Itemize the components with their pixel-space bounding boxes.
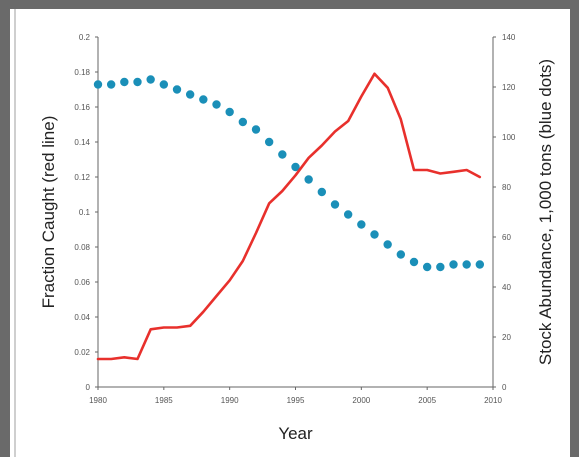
blue-dot-point bbox=[238, 117, 248, 127]
blue-dot-point bbox=[251, 125, 261, 134]
y-left-axis-title: Fraction Caught (red line) bbox=[39, 116, 58, 309]
chart-panel bbox=[10, 9, 570, 457]
x-tick-label: 2000 bbox=[352, 396, 370, 405]
y-right-tick-label: 40 bbox=[502, 283, 511, 292]
y-left-tick-label: 0.04 bbox=[74, 313, 90, 322]
y-left-tick-label: 0.02 bbox=[74, 348, 90, 357]
x-tick-label: 1980 bbox=[89, 396, 107, 405]
y-left-tick-label: 0.12 bbox=[74, 173, 90, 182]
blue-dot-point bbox=[317, 187, 327, 197]
y-right-tick-label: 0 bbox=[502, 383, 507, 392]
blue-dot-point bbox=[159, 80, 169, 89]
window-frame-top bbox=[0, 0, 579, 9]
red-line-series bbox=[96, 72, 482, 361]
y-right-tick-label: 140 bbox=[502, 33, 516, 42]
axes-group bbox=[97, 37, 494, 388]
window-frame-left bbox=[0, 0, 10, 457]
y-left-tick-label: 0 bbox=[86, 383, 91, 392]
blue-dot-point bbox=[449, 260, 458, 269]
y-left-tick-label: 0.08 bbox=[74, 243, 90, 252]
y-right-tick-label: 80 bbox=[502, 183, 511, 192]
blue-dot-point bbox=[343, 210, 353, 219]
blue-dot-point bbox=[199, 95, 208, 104]
y-left-tick-label: 0.2 bbox=[79, 33, 91, 42]
x-axis-title: Year bbox=[278, 424, 313, 443]
blue-dot-point bbox=[462, 260, 471, 269]
blue-dot-point bbox=[225, 107, 234, 117]
x-tick-label: 2010 bbox=[484, 396, 502, 405]
blue-dot-point bbox=[436, 262, 445, 272]
blue-dot-point bbox=[120, 77, 129, 87]
blue-dot-point bbox=[146, 75, 155, 84]
x-tick-label: 2005 bbox=[418, 396, 436, 405]
blue-dot-point bbox=[133, 77, 142, 87]
x-tick-label: 1995 bbox=[287, 396, 305, 405]
blue-dot-point bbox=[93, 80, 103, 89]
blue-dot-point bbox=[330, 200, 340, 209]
blue-dot-point bbox=[370, 230, 379, 239]
y-right-tick-label: 120 bbox=[502, 83, 516, 92]
blue-dots-series bbox=[93, 75, 485, 272]
window-frame-right bbox=[570, 0, 579, 457]
blue-dot-point bbox=[357, 220, 366, 229]
y-left-tick-label: 0.18 bbox=[74, 68, 90, 77]
blue-dot-point bbox=[212, 100, 221, 109]
red-line-path bbox=[96, 72, 482, 361]
blue-dot-point bbox=[185, 90, 195, 99]
blue-dot-point bbox=[172, 85, 182, 94]
y-left-tick-label: 0.1 bbox=[79, 208, 91, 217]
blue-dot-point bbox=[396, 250, 406, 259]
x-tick-label: 1985 bbox=[155, 396, 173, 405]
blue-dot-point bbox=[291, 162, 300, 172]
ticks-group: 1980 1985 1990 1995 2000 2005 201000.020.040.0… bbox=[74, 33, 515, 405]
y-right-tick-label: 60 bbox=[502, 233, 511, 242]
y-left-tick-label: 0.14 bbox=[74, 138, 90, 147]
y-right-tick-label: 20 bbox=[502, 333, 511, 342]
blue-dot-point bbox=[409, 257, 419, 267]
y-right-axis-title: Stock Abundance, 1,000 tons (blue dots) bbox=[536, 59, 555, 365]
y-right-tick-label: 100 bbox=[502, 133, 516, 142]
y-left-tick-label: 0.06 bbox=[74, 278, 90, 287]
blue-dot-point bbox=[422, 262, 432, 272]
x-tick-label: 1990 bbox=[221, 396, 239, 405]
blue-dot-point bbox=[383, 240, 392, 249]
y-left-tick-label: 0.16 bbox=[74, 103, 90, 112]
blue-dot-point bbox=[475, 260, 485, 269]
blue-dot-point bbox=[304, 175, 313, 184]
panel-edge-line bbox=[14, 9, 16, 457]
blue-dot-point bbox=[278, 150, 287, 159]
blue-dot-point bbox=[106, 80, 116, 89]
blue-dot-point bbox=[264, 137, 274, 147]
